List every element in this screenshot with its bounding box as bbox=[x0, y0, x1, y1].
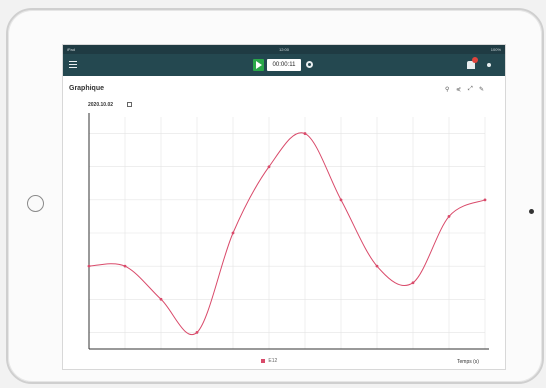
data-point[interactable] bbox=[123, 264, 127, 268]
expand-icon[interactable]: ⤢ bbox=[468, 86, 473, 92]
series-line-e12 bbox=[88, 132, 486, 336]
share-icon[interactable]: ⋞ bbox=[456, 87, 462, 93]
timer-display: 00:00:11 bbox=[267, 59, 301, 71]
top-toolbar: 00:00:11 bbox=[63, 54, 505, 76]
chart-legend: E12 bbox=[253, 358, 285, 364]
search-icon[interactable]: ⚲ bbox=[445, 87, 450, 93]
panel-title: Graphique bbox=[69, 85, 105, 92]
date-label: 2020.10.02 bbox=[88, 102, 114, 108]
data-point[interactable] bbox=[483, 198, 487, 202]
data-point[interactable] bbox=[87, 264, 91, 268]
x-axis-label: Temps (s) bbox=[457, 359, 479, 365]
tablet-frame: iPad 12:00 100% 00:00:11 Graphique ⚲ ⋞ ⤢… bbox=[6, 8, 544, 384]
status-battery: 100% bbox=[490, 47, 501, 52]
legend-swatch-e12 bbox=[261, 358, 265, 363]
edit-icon[interactable]: ✎ bbox=[479, 87, 485, 93]
play-button[interactable] bbox=[253, 59, 264, 71]
data-point[interactable] bbox=[339, 198, 343, 202]
data-point[interactable] bbox=[267, 165, 271, 169]
data-point[interactable] bbox=[303, 132, 307, 135]
series-points bbox=[87, 132, 487, 334]
line-chart bbox=[87, 113, 489, 350]
status-bar: iPad 12:00 100% bbox=[63, 45, 505, 54]
data-point[interactable] bbox=[375, 264, 379, 268]
menu-icon[interactable] bbox=[69, 61, 77, 69]
status-time: 12:00 bbox=[278, 47, 289, 52]
chart-grid bbox=[88, 117, 486, 349]
status-left: iPad bbox=[67, 47, 76, 52]
more-icon[interactable] bbox=[487, 63, 491, 67]
bell-icon[interactable] bbox=[467, 61, 475, 69]
data-point[interactable] bbox=[447, 215, 451, 218]
legend-item-e12[interactable]: E12 bbox=[268, 358, 278, 364]
data-point[interactable] bbox=[411, 281, 415, 285]
camera-dot bbox=[529, 209, 534, 214]
data-point[interactable] bbox=[159, 297, 163, 301]
gear-icon[interactable] bbox=[306, 61, 313, 68]
app-screen: iPad 12:00 100% 00:00:11 Graphique ⚲ ⋞ ⤢… bbox=[62, 44, 506, 370]
calendar-icon[interactable] bbox=[127, 102, 132, 107]
notification-badge bbox=[472, 57, 478, 63]
data-point[interactable] bbox=[231, 231, 235, 235]
data-point[interactable] bbox=[195, 331, 199, 334]
home-button[interactable] bbox=[27, 195, 44, 212]
chart-axes bbox=[88, 113, 489, 350]
